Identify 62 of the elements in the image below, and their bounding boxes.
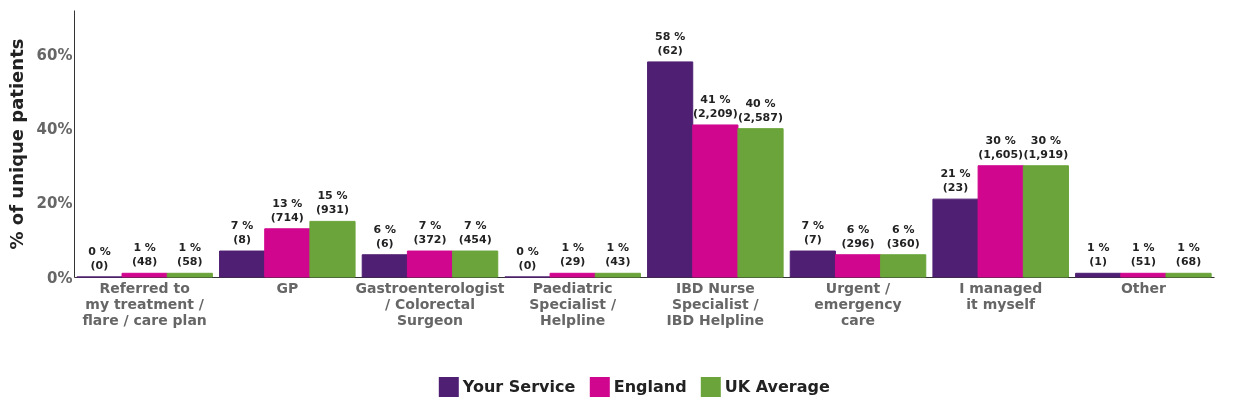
data-label: 15 % (931) xyxy=(315,189,349,217)
bar xyxy=(166,272,213,278)
bar xyxy=(121,272,168,278)
data-label: 0 % (0) xyxy=(88,245,111,272)
data-label: 7 % (372) xyxy=(413,219,447,247)
bar xyxy=(219,250,266,278)
data-label: 1 % (51) xyxy=(1130,241,1157,269)
data-label: 13 % (714) xyxy=(270,196,304,224)
bar xyxy=(880,254,927,278)
y-tick-label: 20% xyxy=(36,194,73,213)
data-label: 40 % (2,587) xyxy=(738,96,783,124)
data-label: 6 % (6) xyxy=(373,222,397,250)
bar xyxy=(977,165,1024,278)
bar xyxy=(1165,272,1212,278)
data-label: 7 % (8) xyxy=(230,219,254,247)
y-tick-label: 0% xyxy=(47,268,73,287)
bar xyxy=(692,124,739,278)
bar xyxy=(309,220,356,278)
bar xyxy=(932,198,979,278)
bar xyxy=(594,272,641,278)
legend-label: Your Service xyxy=(461,377,576,396)
data-label: 58 % (62) xyxy=(655,29,686,57)
data-label: 7 % (7) xyxy=(801,219,825,247)
bar xyxy=(361,254,408,278)
bar xyxy=(1120,272,1167,278)
bar xyxy=(406,250,454,278)
bar xyxy=(264,228,311,278)
x-tick-label: Paediatric Specialist / Helpline xyxy=(529,279,617,328)
bar xyxy=(737,128,784,278)
bar xyxy=(647,61,694,278)
data-label: 30 % (1,919) xyxy=(1023,133,1069,161)
data-label: 1 % (48) xyxy=(131,241,158,269)
data-label: 0 % (0) xyxy=(516,245,539,272)
bar xyxy=(452,250,499,278)
bar xyxy=(549,272,596,278)
bar xyxy=(1022,165,1069,278)
x-tick-label: Gastroenterologist / Colorectal Surgeon xyxy=(355,279,505,328)
bar xyxy=(1075,272,1122,278)
x-tick-label: IBD Nurse Specialist / IBD Helpline xyxy=(666,279,765,328)
bar xyxy=(789,250,836,278)
data-label: 1 % (43) xyxy=(605,241,631,269)
x-tick-label: I managed it myself xyxy=(959,279,1043,312)
bar xyxy=(834,254,882,278)
x-tick-label: Referred to my treatment / flare / care plan xyxy=(82,279,207,328)
y-tick-label: 40% xyxy=(36,120,73,139)
x-tick-label: GP xyxy=(276,279,299,296)
data-label: 1 % (68) xyxy=(1175,241,1202,269)
legend-label: England xyxy=(613,377,687,396)
data-label: 1 % (29) xyxy=(559,241,586,269)
data-label: 41 % (2,209) xyxy=(692,92,738,120)
data-label: 6 % (296) xyxy=(841,222,875,250)
legend-label: UK Average xyxy=(724,377,830,396)
data-label: 1 % (1) xyxy=(1086,241,1110,269)
data-label: 30 % (1,605) xyxy=(978,133,1024,161)
data-label: 1 % (58) xyxy=(177,241,203,269)
x-tick-label: Urgent / emergency care xyxy=(814,279,902,328)
y-axis-title: % of unique patients xyxy=(5,38,27,250)
x-tick-label: Other xyxy=(1120,279,1166,296)
data-label: 7 % (454) xyxy=(458,219,492,247)
data-label: 21 % (23) xyxy=(940,167,971,195)
y-tick-label: 60% xyxy=(36,46,73,64)
data-label: 6 % (360) xyxy=(886,222,920,250)
